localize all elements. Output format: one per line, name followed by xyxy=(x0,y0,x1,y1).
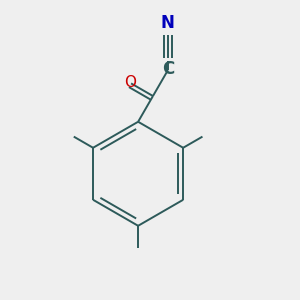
Text: C: C xyxy=(162,60,174,78)
Text: O: O xyxy=(124,75,136,90)
Text: N: N xyxy=(161,14,175,32)
